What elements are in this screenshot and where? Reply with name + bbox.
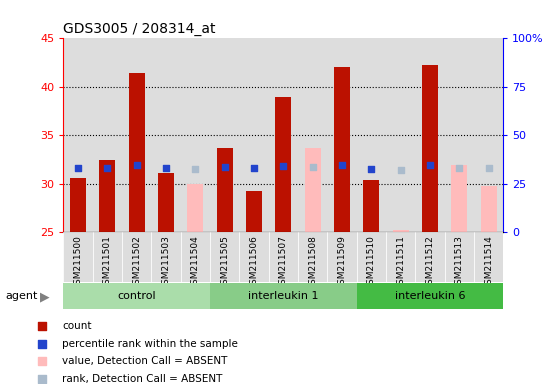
Text: GSM211503: GSM211503 xyxy=(161,235,170,290)
Bar xyxy=(474,232,503,282)
Text: GSM211513: GSM211513 xyxy=(455,235,464,290)
Text: count: count xyxy=(62,321,92,331)
Point xyxy=(484,165,493,171)
Bar xyxy=(151,232,180,282)
Bar xyxy=(327,38,356,232)
Bar xyxy=(393,230,409,232)
Bar xyxy=(129,73,145,232)
Text: GSM211500: GSM211500 xyxy=(73,235,82,290)
Bar xyxy=(305,148,321,232)
Text: GSM211510: GSM211510 xyxy=(367,235,376,290)
Bar xyxy=(451,166,468,232)
Bar xyxy=(356,38,386,232)
Bar xyxy=(158,173,174,232)
Text: ▶: ▶ xyxy=(40,290,50,303)
Bar xyxy=(63,38,92,232)
Bar xyxy=(444,232,474,282)
Text: GSM211504: GSM211504 xyxy=(191,235,200,290)
Bar xyxy=(210,232,239,282)
Bar xyxy=(239,232,268,282)
Point xyxy=(38,376,47,382)
Bar xyxy=(180,38,210,232)
Bar xyxy=(334,68,350,232)
Bar xyxy=(210,38,239,232)
Bar xyxy=(415,38,444,232)
Point xyxy=(191,166,200,172)
Bar xyxy=(92,38,122,232)
Bar xyxy=(268,232,298,282)
Bar xyxy=(246,190,262,232)
Bar xyxy=(386,232,415,282)
Bar xyxy=(363,180,379,232)
Point xyxy=(103,165,112,171)
Bar xyxy=(356,283,503,309)
Bar xyxy=(298,232,327,282)
Bar xyxy=(180,232,210,282)
Text: GDS3005 / 208314_at: GDS3005 / 208314_at xyxy=(63,22,216,36)
Bar xyxy=(356,232,386,282)
Bar xyxy=(210,283,356,309)
Bar xyxy=(474,38,503,232)
Bar xyxy=(268,38,298,232)
Point xyxy=(38,341,47,347)
Text: GSM211512: GSM211512 xyxy=(425,235,435,290)
Bar xyxy=(415,232,444,282)
Text: GSM211508: GSM211508 xyxy=(308,235,317,290)
Text: GSM211505: GSM211505 xyxy=(220,235,229,290)
Text: rank, Detection Call = ABSENT: rank, Detection Call = ABSENT xyxy=(62,374,223,384)
Point xyxy=(162,165,170,171)
Bar xyxy=(481,186,497,232)
Point xyxy=(308,164,317,170)
Text: value, Detection Call = ABSENT: value, Detection Call = ABSENT xyxy=(62,356,228,366)
Text: GSM211501: GSM211501 xyxy=(103,235,112,290)
Bar xyxy=(275,96,292,232)
Text: GSM211514: GSM211514 xyxy=(484,235,493,290)
Bar xyxy=(187,184,204,232)
Text: agent: agent xyxy=(6,291,38,301)
Bar xyxy=(151,38,180,232)
Text: interleukin 1: interleukin 1 xyxy=(248,291,318,301)
Point xyxy=(38,358,47,364)
Point xyxy=(338,162,346,168)
Point xyxy=(279,162,288,169)
Bar xyxy=(99,160,116,232)
Point xyxy=(396,167,405,173)
Bar xyxy=(92,232,122,282)
Bar xyxy=(122,232,151,282)
Bar xyxy=(444,38,474,232)
Point xyxy=(38,323,47,329)
Point xyxy=(250,165,258,171)
Text: GSM211506: GSM211506 xyxy=(249,235,258,290)
Text: GSM211507: GSM211507 xyxy=(279,235,288,290)
Bar xyxy=(122,38,151,232)
Text: GSM211511: GSM211511 xyxy=(396,235,405,290)
Point xyxy=(220,164,229,170)
Bar xyxy=(298,38,327,232)
Bar xyxy=(386,38,415,232)
Bar xyxy=(63,232,92,282)
Point xyxy=(426,162,434,168)
Bar xyxy=(239,38,268,232)
Point xyxy=(367,166,376,172)
Bar xyxy=(217,148,233,232)
Text: control: control xyxy=(117,291,156,301)
Text: GSM211502: GSM211502 xyxy=(132,235,141,290)
Bar xyxy=(422,65,438,232)
Bar xyxy=(70,178,86,232)
Text: GSM211509: GSM211509 xyxy=(337,235,346,290)
Bar xyxy=(63,283,210,309)
Text: interleukin 6: interleukin 6 xyxy=(395,291,465,301)
Text: percentile rank within the sample: percentile rank within the sample xyxy=(62,339,238,349)
Point xyxy=(455,165,464,171)
Point xyxy=(74,165,82,171)
Point xyxy=(132,162,141,168)
Bar xyxy=(327,232,356,282)
